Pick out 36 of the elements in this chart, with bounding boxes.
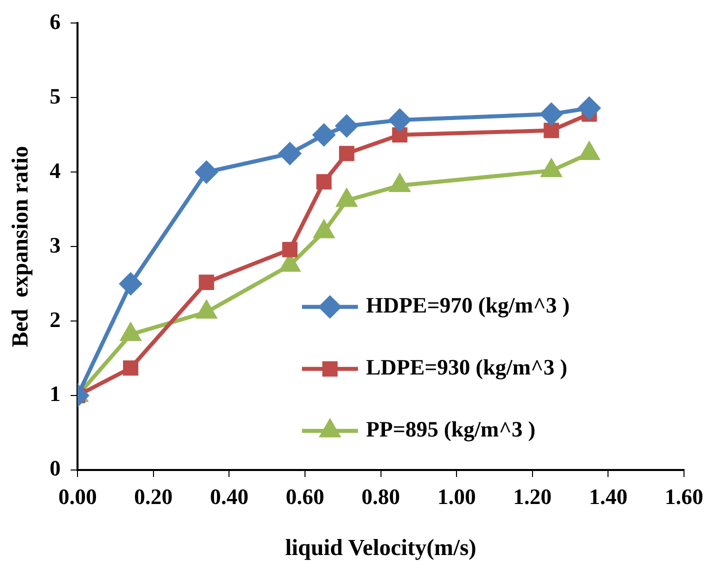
y-tick-label: 2 — [50, 306, 61, 332]
y-tick-label: 6 — [50, 8, 61, 34]
x-tick-label: 0.80 — [362, 484, 400, 509]
y-axis-title: Bed expansion ratio — [8, 146, 33, 348]
x-axis-title: liquid Velocity(m/s) — [285, 535, 476, 560]
point — [195, 161, 218, 184]
x-tick-label: 0.60 — [286, 484, 324, 509]
point — [336, 114, 358, 137]
y-tick-label: 3 — [50, 232, 61, 258]
x-tick-label: 1.20 — [513, 484, 552, 509]
x-tick-label: 1.40 — [588, 484, 628, 509]
point — [278, 142, 301, 165]
point — [388, 109, 411, 132]
legend-label: PP=895 (kg/m^3 ) — [366, 416, 536, 442]
x-tick-label: 1.60 — [664, 484, 704, 509]
x-tick-label: 0.00 — [58, 484, 97, 509]
point — [123, 360, 138, 376]
point — [578, 97, 600, 120]
point — [540, 103, 562, 126]
point — [120, 272, 142, 295]
x-tick-label: 0.20 — [134, 484, 173, 509]
x-tick-label: 0.40 — [210, 484, 248, 509]
point — [392, 127, 408, 143]
y-tick-label: 1 — [50, 381, 61, 406]
point — [312, 124, 335, 146]
point — [282, 242, 298, 258]
y-tick-label: 5 — [50, 83, 61, 108]
legend-label: HDPE=970 (kg/m^3 ) — [366, 292, 570, 318]
point — [339, 146, 354, 162]
point — [544, 122, 560, 138]
legend-label: LDPE=930 (kg/m^3 ) — [366, 354, 568, 380]
x-tick-label: 1.00 — [437, 484, 476, 509]
y-tick-label: 4 — [50, 158, 61, 183]
point — [198, 274, 214, 290]
point — [316, 174, 332, 190]
y-tick-label: 0 — [50, 456, 61, 481]
